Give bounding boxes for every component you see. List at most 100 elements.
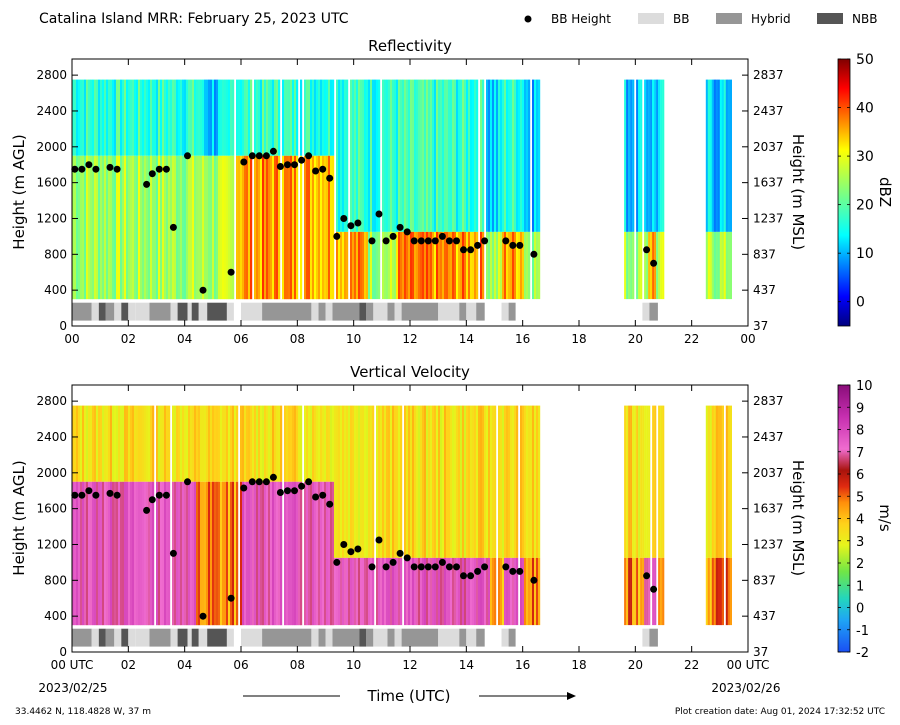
reflectivity-column-lower <box>180 155 183 300</box>
velocity-column-upper <box>526 405 529 558</box>
reflectivity-column <box>104 79 107 300</box>
reflectivity-column-lower <box>278 155 281 300</box>
velocity-column <box>642 405 645 626</box>
reflectivity-column-lower <box>94 155 97 300</box>
reflectivity-column <box>110 79 113 300</box>
reflectivity-column-lower <box>374 231 377 300</box>
velocity-column-lower <box>276 481 279 626</box>
reflectivity-column-lower <box>640 231 643 300</box>
reflectivity-column-upper <box>628 79 631 232</box>
velocity-column-upper <box>226 405 229 482</box>
velocity-column-upper <box>316 405 319 482</box>
reflectivity-column-lower <box>400 231 403 300</box>
velocity-column <box>516 405 519 626</box>
velocity-column-upper <box>460 405 463 558</box>
velocity-column <box>322 405 325 626</box>
reflectivity-column-lower <box>168 155 171 300</box>
velocity-colorbar-tick-label: -1 <box>856 624 869 639</box>
reflectivity-column-upper <box>705 79 708 232</box>
reflectivity-column-upper <box>534 79 537 232</box>
reflectivity-column <box>456 79 459 300</box>
reflectivity-bb-height-point <box>445 237 453 245</box>
velocity-column-lower <box>246 481 249 626</box>
reflectivity-column-upper <box>266 79 269 156</box>
reflectivity-column-upper <box>198 79 201 156</box>
velocity-column <box>428 405 431 626</box>
reflectivity-bb-type-hybrid <box>401 302 439 321</box>
reflectivity-column <box>212 79 215 300</box>
velocity-column-upper <box>508 405 511 558</box>
reflectivity-column-upper <box>278 79 281 156</box>
reflectivity-column-lower <box>406 231 409 300</box>
velocity-column-upper <box>98 405 101 482</box>
reflectivity-column-upper <box>206 79 209 156</box>
reflectivity-bb-type-bb <box>394 302 402 321</box>
reflectivity-column-lower <box>524 231 527 300</box>
velocity-column-upper <box>160 405 163 482</box>
velocity-column-lower <box>394 557 397 626</box>
velocity-column-lower <box>314 481 317 626</box>
reflectivity-column-lower <box>388 231 391 300</box>
velocity-xtick-label: 02 <box>121 658 136 672</box>
velocity-column-upper <box>727 405 730 558</box>
reflectivity-column-lower <box>346 231 349 300</box>
velocity-column-upper <box>410 405 413 558</box>
velocity-column-upper <box>78 405 81 482</box>
velocity-column <box>320 405 323 626</box>
velocity-column-lower <box>626 557 629 626</box>
reflectivity-column <box>713 79 716 300</box>
velocity-column <box>240 405 243 626</box>
reflectivity-bb-type-bb <box>373 302 388 321</box>
velocity-bb-height-point <box>368 563 376 571</box>
reflectivity-column-upper <box>312 79 315 156</box>
reflectivity-column-lower <box>709 231 712 300</box>
velocity-column-upper <box>288 405 291 482</box>
reflectivity-ytick-label-right: 837 <box>753 247 776 261</box>
reflectivity-column-lower <box>398 231 401 300</box>
reflectivity-column-upper <box>282 79 285 156</box>
velocity-column-lower <box>236 481 239 626</box>
reflectivity-column-lower <box>266 155 269 300</box>
velocity-bb-type-hybrid <box>401 628 439 647</box>
reflectivity-column-upper <box>532 79 535 232</box>
reflectivity-column-upper <box>494 79 497 232</box>
velocity-bb-type-hybrid <box>387 628 395 647</box>
velocity-colorbar-tick-label: 9 <box>856 401 864 416</box>
reflectivity-column-upper <box>330 79 333 156</box>
reflectivity-column <box>80 79 83 300</box>
reflectivity-column-upper <box>212 79 215 156</box>
velocity-column <box>260 405 263 626</box>
velocity-column-lower <box>624 557 627 626</box>
velocity-column <box>394 405 397 626</box>
reflectivity-bb-type-bb <box>135 302 150 321</box>
velocity-column <box>450 405 453 626</box>
reflectivity-column-lower <box>316 155 319 300</box>
velocity-column-upper <box>396 405 399 558</box>
reflectivity-column-lower <box>474 231 477 300</box>
velocity-bb-type-bb <box>226 628 234 647</box>
velocity-column <box>470 405 473 626</box>
velocity-bb-height-point <box>155 491 163 499</box>
velocity-column <box>106 405 109 626</box>
velocity-colorbar-tick-label: 3 <box>856 535 864 550</box>
reflectivity-column <box>274 79 277 300</box>
velocity-column-lower <box>344 557 347 626</box>
velocity-column-upper <box>422 405 425 558</box>
reflectivity-column-lower <box>536 231 539 300</box>
velocity-column-lower <box>150 481 153 626</box>
velocity-column <box>344 405 347 626</box>
reflectivity-column-lower <box>284 155 287 300</box>
velocity-column-upper <box>72 405 75 482</box>
reflectivity-column-lower <box>472 231 475 300</box>
velocity-column <box>538 405 541 626</box>
reflectivity-column-lower <box>260 155 263 300</box>
reflectivity-column <box>658 79 661 300</box>
reflectivity-column <box>450 79 453 300</box>
reflectivity-colorbar-label: dBZ <box>876 177 894 207</box>
reflectivity-column-lower <box>496 231 499 300</box>
reflectivity-column-upper <box>170 79 173 156</box>
velocity-column <box>78 405 81 626</box>
reflectivity-bb-height-point <box>347 222 355 230</box>
velocity-column <box>290 405 293 626</box>
